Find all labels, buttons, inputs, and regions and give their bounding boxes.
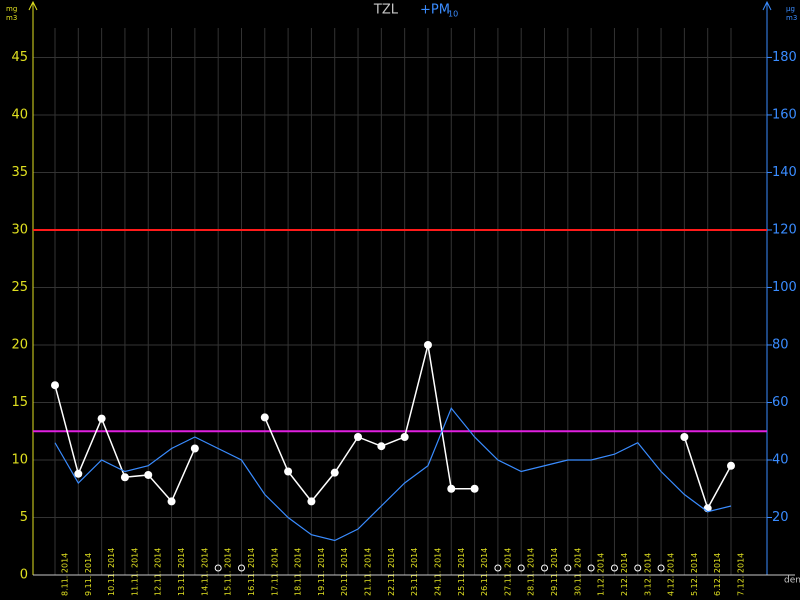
missing-marker xyxy=(564,564,572,572)
x-tick-label: 6.12. 2014 xyxy=(713,553,722,596)
point xyxy=(447,484,456,493)
point xyxy=(144,470,153,479)
y-tick-label: 10 xyxy=(11,452,28,467)
y-tick-label: 35 xyxy=(11,165,28,180)
y2-tick-label: 80 xyxy=(772,337,789,352)
point xyxy=(680,432,689,441)
point xyxy=(377,442,386,451)
point xyxy=(97,414,106,423)
missing-marker xyxy=(517,564,525,572)
series-line xyxy=(54,407,732,542)
x-tick-label: 20.11. 2014 xyxy=(340,548,349,596)
y-unit-num: mg xyxy=(6,5,17,13)
y2-tick-label: 180 xyxy=(772,50,797,65)
y-tick-label: 20 xyxy=(11,337,28,352)
legend-pm-sub: 10 xyxy=(448,10,458,19)
point xyxy=(74,469,83,478)
x-tick-label: 13.11. 2014 xyxy=(177,548,186,596)
x-tick-label: 19.11. 2014 xyxy=(317,548,326,596)
y2-tick-label: 140 xyxy=(772,165,797,180)
y-tick-label: 30 xyxy=(11,222,28,237)
y2-tick-label: 40 xyxy=(772,452,789,467)
point xyxy=(120,473,129,482)
point xyxy=(190,444,199,453)
missing-marker xyxy=(634,564,642,572)
y2-tick-label: 20 xyxy=(772,510,789,525)
y2-axis-arrow xyxy=(762,0,772,11)
missing-marker xyxy=(494,564,502,572)
point xyxy=(307,497,316,506)
point xyxy=(354,432,363,441)
y2-tick-label: 60 xyxy=(772,395,789,410)
legend-pm: +PM xyxy=(420,3,450,18)
y2-tick-label: 160 xyxy=(772,107,797,122)
x-tick-label: 1.12. 2014 xyxy=(597,553,606,596)
x-tick-label: 30.11. 2014 xyxy=(573,548,582,596)
y-tick-label: 25 xyxy=(11,280,28,295)
x-tick-label: 14.11. 2014 xyxy=(200,548,209,596)
x-tick-label: 27.11. 2014 xyxy=(503,548,512,596)
x-axis-label: den xyxy=(784,576,800,586)
x-tick-label: 7.12. 2014 xyxy=(737,553,746,596)
y-tick-label: 40 xyxy=(11,107,28,122)
x-tick-label: 25.11. 2014 xyxy=(457,548,466,596)
x-tick-label: 3.12. 2014 xyxy=(643,553,652,596)
x-tick-label: 17.11. 2014 xyxy=(270,548,279,596)
missing-marker xyxy=(237,564,245,572)
point xyxy=(727,461,735,470)
point xyxy=(284,467,293,476)
x-tick-label: 24.11. 2014 xyxy=(433,548,442,596)
point xyxy=(423,340,432,349)
point xyxy=(260,413,269,422)
legend-tzl: TZL xyxy=(373,3,399,18)
y2-tick-label: 100 xyxy=(772,280,797,295)
x-tick-label: 28.11. 2014 xyxy=(527,548,536,596)
point xyxy=(400,432,409,441)
x-tick-label: 8.11. 2014 xyxy=(61,553,70,596)
y-tick-label: 5 xyxy=(20,510,28,525)
x-tick-label: 4.12. 2014 xyxy=(667,553,676,596)
missing-marker xyxy=(657,564,665,572)
x-tick-label: 5.12. 2014 xyxy=(690,553,699,596)
x-tick-label: 9.11. 2014 xyxy=(84,553,93,596)
y2-unit-num: µg xyxy=(786,5,795,13)
x-tick-label: 23.11. 2014 xyxy=(410,548,419,596)
y-tick-label: 15 xyxy=(11,395,28,410)
x-tick-label: 21.11. 2014 xyxy=(364,548,373,596)
y2-tick-label: 120 xyxy=(772,222,797,237)
point xyxy=(167,497,176,506)
point xyxy=(470,484,479,493)
y-unit-den: m3 xyxy=(6,14,17,22)
x-tick-label: 12.11. 2014 xyxy=(154,548,163,596)
y-tick-label: 45 xyxy=(11,50,28,65)
x-tick-label: 26.11. 2014 xyxy=(480,548,489,596)
x-tick-label: 10.11. 2014 xyxy=(107,548,116,596)
missing-marker xyxy=(214,564,222,572)
x-tick-label: 16.11. 2014 xyxy=(247,548,256,596)
missing-marker xyxy=(610,564,618,572)
y-axis-arrow xyxy=(28,0,38,11)
y-tick-label: 0 xyxy=(20,568,28,583)
missing-marker xyxy=(587,564,595,572)
point xyxy=(51,381,59,390)
x-tick-label: 11.11. 2014 xyxy=(130,548,139,596)
x-tick-label: 15.11. 2014 xyxy=(224,548,233,596)
x-tick-label: 22.11. 2014 xyxy=(387,548,396,596)
point xyxy=(330,468,339,477)
missing-marker xyxy=(541,564,549,572)
x-tick-label: 29.11. 2014 xyxy=(550,548,559,596)
y2-unit-den: m3 xyxy=(786,14,797,22)
x-tick-label: 18.11. 2014 xyxy=(294,548,303,596)
x-tick-label: 2.12. 2014 xyxy=(620,553,629,596)
